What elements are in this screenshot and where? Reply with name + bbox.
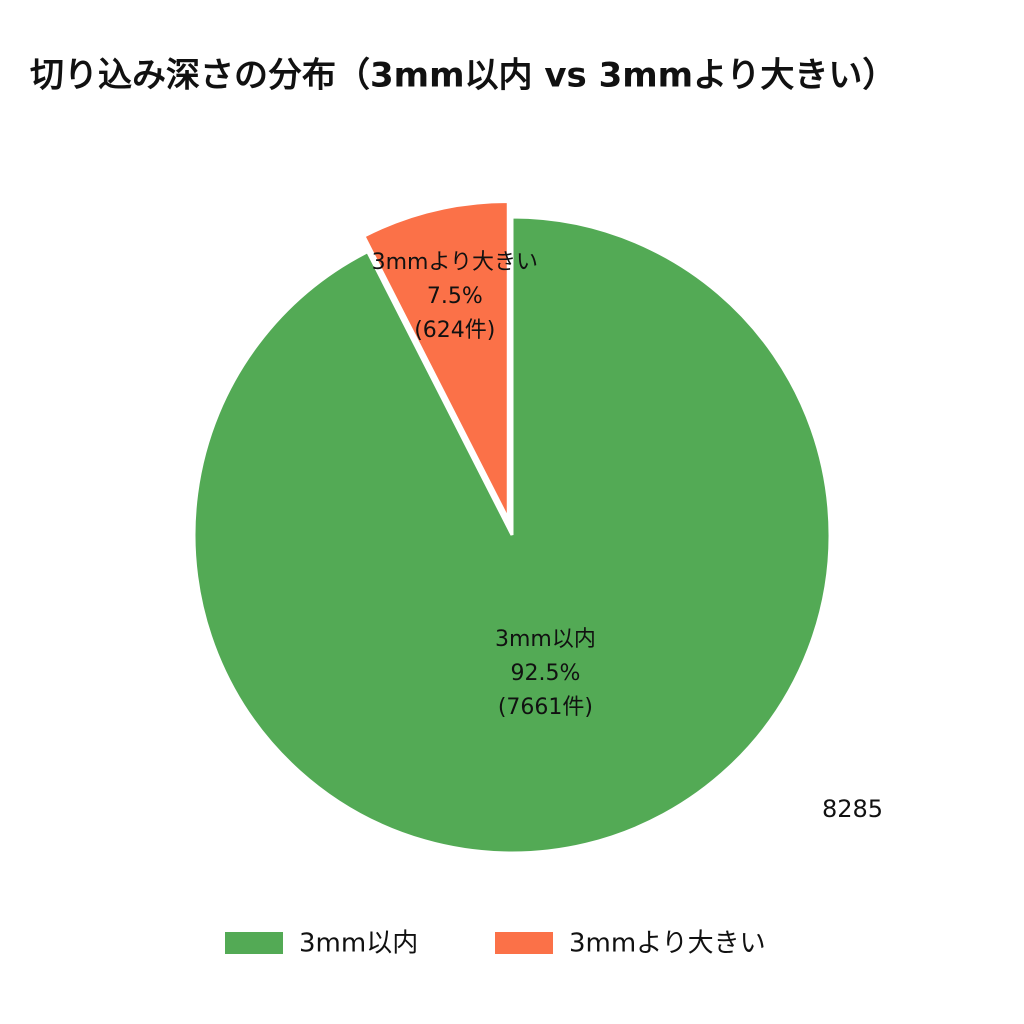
slice-percent: 92.5% [510,661,580,686]
slice-label: 3mmより大きい [372,250,538,275]
legend-label: 3mmより大きい [569,929,766,959]
annotation: 8285 [822,795,883,823]
slice-percent: 7.5% [427,284,483,309]
legend-label: 3mm以内 [299,929,418,959]
slice-label: 3mm以内 [495,627,596,652]
legend-swatch [225,932,283,954]
pie-slice [361,199,510,521]
pie-slice [192,215,832,855]
slice-count: (624件) [414,318,495,343]
slice-count: (7661件) [498,695,593,720]
legend-swatch [495,932,553,954]
chart-title: 切り込み深さの分布（3mm以内 vs 3mmより大きい） [30,56,896,96]
